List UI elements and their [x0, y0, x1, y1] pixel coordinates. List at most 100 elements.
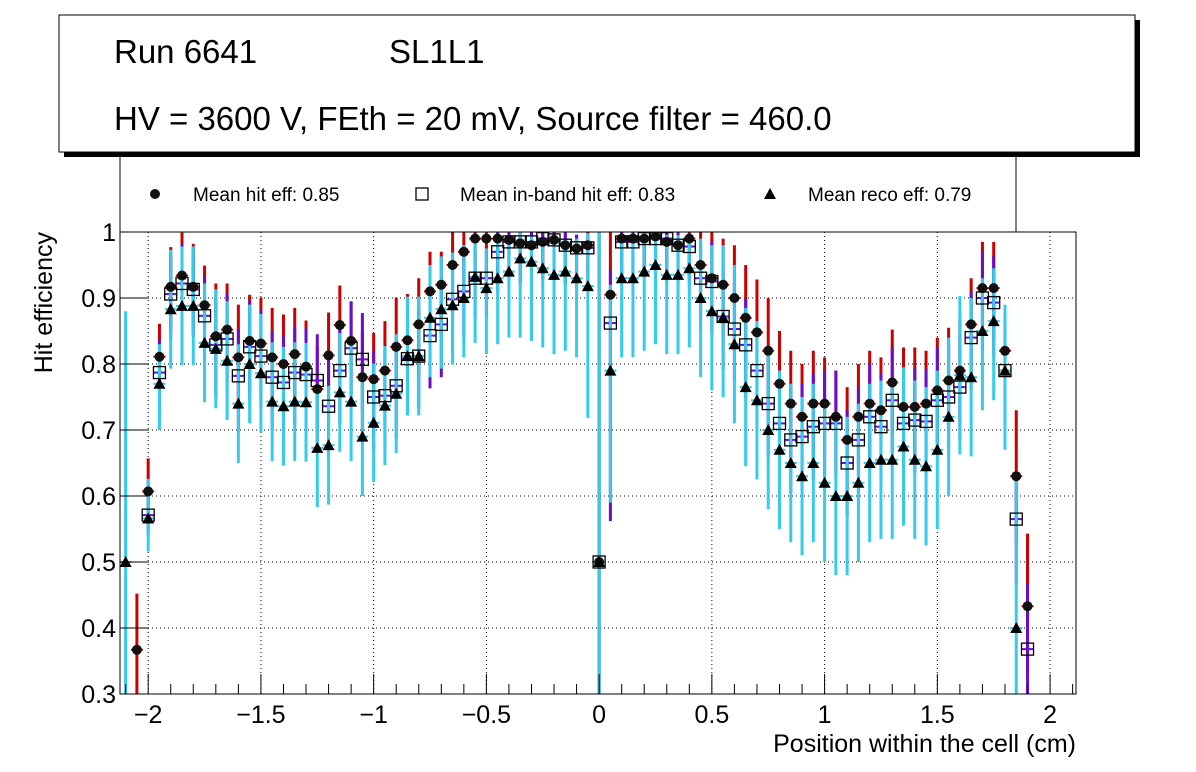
data-point — [368, 374, 379, 385]
legend: Mean hit eff: 0.85 Mean in-band hit eff: … — [150, 185, 971, 206]
data-point — [457, 292, 470, 303]
data-point — [921, 398, 932, 409]
data-point — [874, 453, 887, 465]
data-point — [593, 556, 606, 567]
data-point — [536, 262, 549, 274]
legend-box — [119, 149, 1017, 233]
data-point — [344, 341, 358, 355]
data-point — [322, 439, 335, 451]
data-point — [885, 393, 899, 407]
data-point — [898, 401, 909, 412]
data-point — [536, 231, 550, 246]
data-point — [638, 265, 651, 277]
data-point — [176, 299, 189, 311]
data-point — [864, 398, 875, 409]
data-point — [254, 367, 267, 379]
data-point — [581, 241, 595, 255]
data-point — [321, 399, 336, 413]
data-point — [819, 398, 830, 409]
data-point — [807, 457, 820, 468]
data-point — [423, 328, 437, 343]
data-point — [762, 424, 775, 435]
data-point — [795, 429, 809, 444]
data-point — [525, 255, 538, 267]
data-point — [503, 234, 514, 245]
data-point — [841, 490, 854, 501]
data-point — [797, 411, 808, 422]
data-point — [829, 416, 843, 431]
data-point — [684, 233, 695, 244]
data-point — [333, 386, 346, 398]
data-point — [1009, 512, 1023, 526]
data-point — [502, 235, 516, 249]
data-point — [626, 272, 639, 284]
title-settings: HV = 3600 V, FEth = 20 mV, Source filter… — [114, 100, 832, 137]
data-point — [840, 456, 854, 470]
data-point — [1022, 601, 1033, 612]
data-point — [569, 241, 584, 255]
data-point — [401, 350, 414, 362]
data-point — [470, 233, 481, 244]
data-point — [255, 338, 266, 349]
data-point — [446, 299, 459, 311]
data-point — [727, 322, 742, 336]
data-point — [942, 410, 955, 422]
data-point — [604, 364, 617, 376]
x-axis-label: Position within the cell (cm) — [773, 730, 1076, 758]
data-point — [887, 377, 898, 388]
data-point — [637, 231, 651, 246]
data-point — [874, 420, 888, 434]
data-point — [458, 246, 469, 257]
data-point — [242, 340, 257, 354]
data-point — [346, 335, 357, 346]
data-point — [502, 265, 515, 277]
legend-marker — [150, 189, 160, 199]
data-point — [842, 434, 853, 445]
y-tick-label: 0.4 — [81, 615, 116, 643]
data-point — [728, 338, 741, 350]
data-point — [966, 319, 977, 330]
x-tick-label: −1 — [359, 701, 388, 729]
title-layer: SL1L1 — [389, 33, 484, 70]
data-point — [750, 363, 764, 378]
data-point — [491, 245, 505, 259]
data-point — [221, 354, 234, 366]
data-point — [524, 235, 539, 249]
data-point — [231, 369, 246, 383]
data-point — [886, 453, 899, 465]
data-point — [164, 287, 178, 301]
data-point — [300, 396, 313, 408]
data-point — [661, 236, 672, 247]
data-point — [434, 317, 448, 332]
x-tick-label: 0 — [592, 701, 606, 729]
data-point — [491, 272, 504, 284]
data-point — [436, 279, 447, 290]
data-point — [412, 350, 425, 362]
y-tick-label: 1 — [102, 219, 116, 247]
data-point — [425, 286, 436, 297]
data-point — [987, 315, 1000, 327]
data-point — [391, 341, 402, 352]
data-point — [177, 270, 188, 281]
data-point — [537, 236, 548, 247]
data-point — [492, 233, 503, 244]
data-point — [310, 373, 324, 388]
data-point — [515, 238, 526, 249]
data-point — [220, 332, 234, 346]
data-point — [875, 405, 886, 416]
data-point — [920, 460, 933, 472]
data-point — [673, 240, 684, 251]
data-point — [965, 371, 978, 383]
data-point — [154, 351, 165, 362]
legend-marker — [764, 188, 776, 199]
data-point — [896, 416, 911, 431]
data-point — [853, 411, 864, 422]
data-point — [424, 311, 437, 323]
data-point — [660, 268, 673, 280]
data-point — [931, 443, 944, 455]
data-point — [276, 375, 291, 390]
data-point — [289, 349, 300, 360]
data-point — [435, 303, 448, 315]
data-point — [278, 359, 289, 369]
